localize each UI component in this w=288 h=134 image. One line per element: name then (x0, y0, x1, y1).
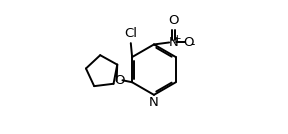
Text: N: N (149, 96, 159, 109)
Text: +: + (173, 34, 181, 44)
Text: -: - (190, 38, 195, 51)
Text: O: O (168, 14, 179, 27)
Text: O: O (183, 36, 194, 49)
Text: Cl: Cl (124, 27, 137, 40)
Text: N: N (168, 36, 178, 49)
Text: O: O (114, 74, 125, 87)
